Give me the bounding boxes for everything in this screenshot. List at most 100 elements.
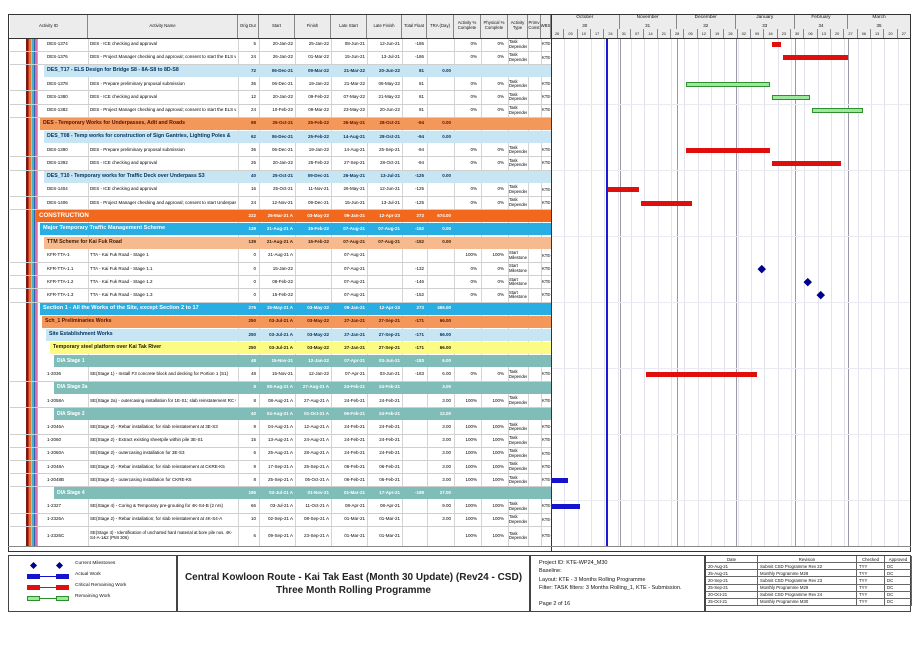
summary-name: Site Establishment Works	[49, 331, 113, 338]
orig-dur-cell: 276	[248, 305, 256, 311]
finish-cell: 25-Feb-22	[307, 133, 329, 139]
activity-pct-cell: 0%	[470, 54, 477, 60]
wbs-cell: KTE-	[542, 397, 551, 403]
orig-dur-cell: 250	[248, 331, 256, 337]
total-float-cell: -171	[414, 331, 424, 337]
late-start-cell: 07-Aug-21	[343, 278, 365, 284]
late-finish-cell: 08-Apr-21	[379, 503, 400, 509]
physical-pct-cell: 100%	[492, 397, 504, 403]
timeline-week-label: 06	[804, 29, 818, 38]
activity-pct-cell: 100%	[465, 476, 477, 482]
late-finish-cell: 20-Jun-22	[379, 107, 400, 113]
gantt-week-gridline	[857, 38, 859, 547]
activity-type-cell: Start Milestone	[509, 289, 527, 300]
activity-id-cell: DES-1404	[47, 186, 68, 192]
orig-dur-cell: 0	[253, 292, 256, 298]
start-cell: 26-Jan-22	[272, 54, 293, 60]
wbs-cell: KTE-	[542, 450, 551, 456]
timeline-month-label: March	[848, 14, 911, 22]
legend-box: Current Milestones Actual Work Critical Re…	[8, 555, 177, 612]
total-float-cell: -125	[414, 199, 424, 205]
late-start-cell: 26-May-21	[343, 186, 365, 192]
late-start-cell: 07-Aug-21	[343, 252, 365, 258]
late-finish-cell: 27-Sep-21	[378, 331, 400, 337]
physical-pct-cell: 0%	[497, 54, 504, 60]
wbs-cell: KTE-	[542, 80, 551, 86]
revision-cell: DC	[885, 570, 912, 578]
gantt-horizontal-gridline	[551, 500, 911, 501]
orig-dur-cell: 195	[248, 490, 256, 496]
timeline-week-label: 31	[617, 29, 631, 38]
table-column-gridline	[330, 38, 332, 547]
late-start-cell: 27-Jan-21	[344, 318, 365, 324]
finish-cell: 11-Nov-21	[308, 186, 329, 192]
late-finish-cell: 13-Jul-21	[381, 54, 400, 60]
activity-name-cell: SE(Stage 4) - Coring & Temporary pre-gro…	[90, 503, 223, 509]
wbs-cell: KTE-	[542, 437, 551, 443]
column-header: Primv Const	[528, 14, 541, 38]
project-info-line: Baseline:	[539, 568, 562, 575]
orig-dur-cell: 9	[253, 424, 256, 430]
finish-cell: 25-Feb-22	[307, 120, 329, 126]
revision-table: Date Revision Checked Approved 20-Aug-21 Subm…	[705, 555, 912, 612]
milestone-diamond	[758, 264, 767, 273]
tra-cell: 0.00	[442, 173, 451, 179]
tra-cell: 3.00	[442, 397, 451, 403]
activity-pct-cell: 100%	[465, 424, 477, 430]
finish-cell: 03-May-22	[307, 305, 329, 311]
tra-cell: 465.00	[437, 305, 451, 311]
finish-cell: 05-Oct-21 A	[304, 476, 329, 482]
activity-id-cell: KFR-TTA-1.1	[47, 265, 74, 271]
summary-name: DIA Stage 2	[57, 410, 85, 417]
start-cell: 06-Dec-21	[271, 146, 293, 152]
orig-dur-cell: 9	[253, 463, 256, 469]
revision-cell: DC	[885, 598, 912, 606]
late-finish-cell: 17-Apr-21	[379, 490, 400, 496]
summary-band	[54, 487, 551, 500]
wbs-cell: KTE-	[542, 94, 551, 100]
wbs-cell: KTE-	[542, 371, 551, 377]
finish-cell: 09-Feb-22	[308, 94, 329, 100]
total-float-cell: -94	[417, 120, 424, 126]
remaining-line-icon	[27, 597, 69, 600]
wbs-cell: KTE-	[542, 146, 551, 152]
finish-cell: 09-Dec-21	[307, 173, 329, 179]
tra-cell: 3.00	[442, 516, 451, 522]
timeline-month-label: November	[619, 14, 677, 22]
actual-bar-icon	[27, 573, 40, 579]
gantt-week-gridline	[617, 38, 619, 547]
start-cell: 12-Nov-21	[271, 199, 293, 205]
milestone-diamond	[817, 291, 826, 300]
timeline-week-label: 03	[564, 29, 578, 38]
late-start-cell: 27-Jan-21	[344, 331, 365, 337]
revision-cell: DC	[885, 591, 912, 599]
gantt-week-gridline	[644, 38, 645, 547]
revision-cell: Submit CSD Programme Rev 22	[758, 563, 857, 571]
summary-name: DES - Temporary Works for Underpasses, A…	[43, 120, 186, 127]
late-start-cell: 27-Jan-21	[344, 344, 365, 350]
row-separator	[10, 288, 551, 289]
total-float-cell: -198	[414, 490, 424, 496]
finish-cell: 03-May-22	[307, 331, 329, 337]
timeline-month-label: February	[794, 14, 849, 22]
late-start-cell: 26-May-21	[343, 120, 365, 126]
critical-work-bar	[686, 147, 771, 153]
orig-dur-cell: 8	[253, 476, 256, 482]
gantt-month-gridline	[619, 14, 621, 547]
start-cell: 17-Sep-21 A	[267, 463, 293, 469]
late-start-cell: 07-Aug-21	[343, 292, 365, 298]
activity-name-cell: SE(Stage 2) - outercasing installation f…	[90, 450, 185, 456]
late-start-cell: 24-Feb-21	[344, 424, 365, 430]
late-start-cell: 06-Feb-21	[344, 476, 365, 482]
summary-band	[44, 64, 551, 78]
late-start-cell: 06-Feb-21	[343, 410, 365, 416]
physical-pct-cell: 100%	[492, 252, 504, 258]
timeline-week-label: 14	[644, 29, 658, 38]
start-cell: 04-Aug-21 A	[267, 424, 293, 430]
summary-band	[54, 408, 551, 421]
late-finish-cell: 13-Jul-21	[381, 199, 400, 205]
summary-band	[46, 328, 551, 342]
orig-dur-cell: 72	[250, 67, 256, 73]
critical-work-bar	[646, 372, 757, 378]
late-start-cell: 07-Apr-21	[344, 371, 365, 377]
